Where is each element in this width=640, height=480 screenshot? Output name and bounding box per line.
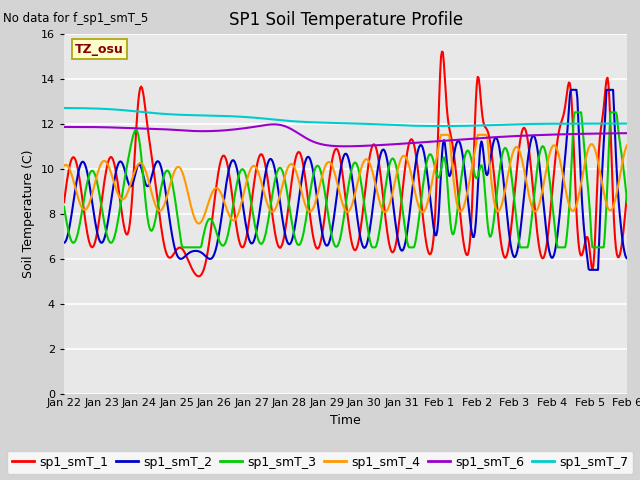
Line: sp1_smT_1: sp1_smT_1 bbox=[64, 51, 627, 276]
sp1_smT_2 bbox=[392, 224, 400, 229]
sp1_smT_1 bbox=[486, 138, 494, 144]
sp1_smT_1 bbox=[437, 54, 445, 60]
sp1_smT_6 bbox=[486, 134, 494, 140]
sp1_smT_2 bbox=[160, 176, 168, 182]
sp1_smT_2 bbox=[60, 240, 68, 246]
sp1_smT_6 bbox=[60, 124, 68, 130]
sp1_smT_3 bbox=[437, 167, 445, 172]
sp1_smT_2 bbox=[586, 267, 593, 273]
sp1_smT_4 bbox=[206, 196, 214, 202]
sp1_smT_4 bbox=[195, 221, 202, 227]
sp1_smT_7 bbox=[315, 120, 323, 125]
sp1_smT_3 bbox=[160, 174, 168, 180]
sp1_smT_2 bbox=[567, 87, 575, 93]
sp1_smT_4 bbox=[623, 142, 631, 148]
sp1_smT_7 bbox=[485, 122, 493, 128]
sp1_smT_7 bbox=[160, 111, 168, 117]
Text: No data for f_sp1_smT_5: No data for f_sp1_smT_5 bbox=[3, 12, 148, 25]
sp1_smT_3 bbox=[623, 200, 631, 205]
Line: sp1_smT_4: sp1_smT_4 bbox=[64, 135, 627, 224]
Title: SP1 Soil Temperature Profile: SP1 Soil Temperature Profile bbox=[228, 11, 463, 29]
sp1_smT_6 bbox=[205, 128, 212, 134]
sp1_smT_6 bbox=[316, 141, 324, 147]
sp1_smT_7 bbox=[205, 113, 212, 119]
sp1_smT_1 bbox=[316, 242, 324, 248]
sp1_smT_7 bbox=[392, 122, 400, 128]
sp1_smT_2 bbox=[205, 256, 212, 262]
sp1_smT_3 bbox=[206, 216, 214, 222]
sp1_smT_3 bbox=[571, 109, 579, 115]
Text: TZ_osu: TZ_osu bbox=[76, 43, 124, 56]
Line: sp1_smT_7: sp1_smT_7 bbox=[64, 108, 627, 126]
Y-axis label: Soil Temperature (C): Soil Temperature (C) bbox=[22, 149, 35, 278]
sp1_smT_4 bbox=[438, 132, 446, 138]
sp1_smT_1 bbox=[60, 199, 68, 205]
sp1_smT_2 bbox=[315, 208, 323, 214]
sp1_smT_4 bbox=[60, 163, 68, 169]
sp1_smT_1 bbox=[393, 236, 401, 241]
sp1_smT_1 bbox=[438, 48, 446, 54]
sp1_smT_7 bbox=[623, 121, 631, 127]
Line: sp1_smT_6: sp1_smT_6 bbox=[64, 124, 627, 146]
sp1_smT_6 bbox=[623, 130, 631, 136]
sp1_smT_2 bbox=[436, 187, 444, 192]
sp1_smT_2 bbox=[484, 170, 492, 176]
sp1_smT_6 bbox=[270, 121, 278, 127]
sp1_smT_1 bbox=[623, 189, 631, 194]
sp1_smT_6 bbox=[438, 138, 446, 144]
sp1_smT_3 bbox=[316, 166, 324, 171]
sp1_smT_1 bbox=[206, 236, 214, 241]
sp1_smT_3 bbox=[179, 244, 186, 250]
sp1_smT_3 bbox=[60, 204, 68, 210]
Line: sp1_smT_3: sp1_smT_3 bbox=[64, 112, 627, 247]
sp1_smT_4 bbox=[316, 182, 324, 188]
Line: sp1_smT_2: sp1_smT_2 bbox=[64, 90, 627, 270]
sp1_smT_6 bbox=[160, 126, 168, 132]
sp1_smT_7 bbox=[438, 123, 446, 129]
sp1_smT_4 bbox=[160, 204, 168, 209]
sp1_smT_7 bbox=[60, 105, 68, 111]
sp1_smT_6 bbox=[341, 144, 349, 149]
X-axis label: Time: Time bbox=[330, 414, 361, 427]
sp1_smT_6 bbox=[394, 141, 402, 147]
sp1_smT_4 bbox=[437, 132, 445, 138]
sp1_smT_3 bbox=[393, 167, 401, 172]
Legend: sp1_smT_1, sp1_smT_2, sp1_smT_3, sp1_smT_4, sp1_smT_6, sp1_smT_7: sp1_smT_1, sp1_smT_2, sp1_smT_3, sp1_smT… bbox=[6, 451, 634, 474]
sp1_smT_4 bbox=[393, 170, 401, 176]
sp1_smT_3 bbox=[485, 231, 493, 237]
sp1_smT_1 bbox=[195, 274, 202, 279]
sp1_smT_4 bbox=[486, 164, 494, 169]
sp1_smT_2 bbox=[623, 256, 631, 262]
sp1_smT_7 bbox=[436, 123, 444, 129]
sp1_smT_1 bbox=[160, 240, 168, 245]
